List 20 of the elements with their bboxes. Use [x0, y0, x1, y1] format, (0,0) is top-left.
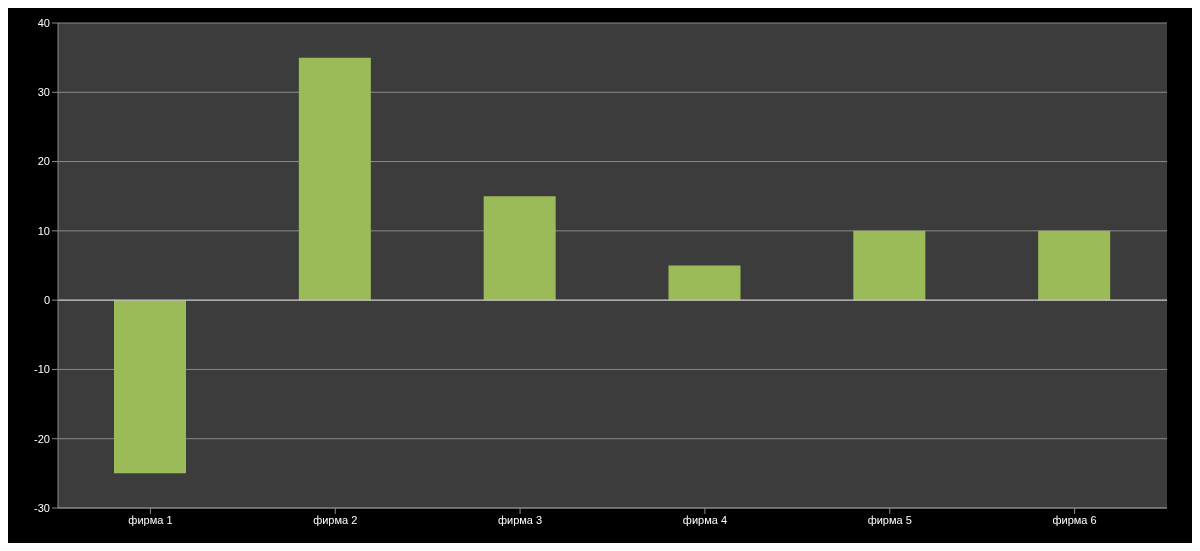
x-tick-label: фирма 2	[313, 513, 358, 526]
bar	[483, 196, 556, 301]
y-tick-label: 40	[37, 16, 50, 29]
bar	[853, 230, 926, 301]
x-tick-label: фирма 6	[1052, 513, 1097, 526]
bar	[668, 265, 741, 301]
bar	[114, 300, 186, 474]
y-tick-label: 30	[37, 86, 50, 99]
x-tick-label: фирма 1	[128, 513, 173, 526]
bar	[1038, 230, 1111, 301]
y-tick-label: 0	[43, 294, 50, 307]
x-tick-label: фирма 4	[682, 513, 727, 526]
y-tick-label: -10	[34, 363, 50, 376]
bar	[298, 57, 371, 301]
y-tick-label: 20	[37, 155, 50, 168]
y-tick-label: 10	[37, 224, 50, 237]
y-tick-label: -30	[34, 501, 50, 514]
x-tick-label: фирма 3	[498, 513, 543, 526]
x-tick-label: фирма 5	[867, 513, 912, 526]
y-tick-label: -20	[34, 432, 50, 445]
